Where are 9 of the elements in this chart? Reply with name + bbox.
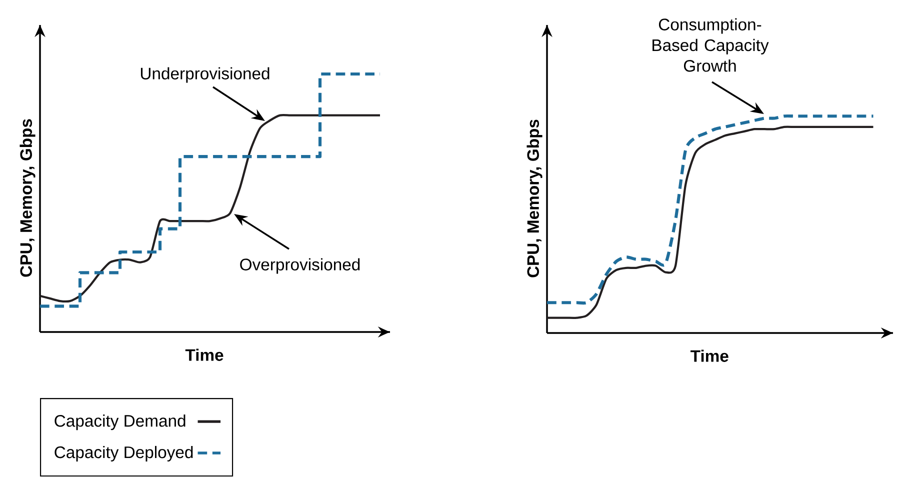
x-axis-title: Time [185, 348, 224, 361]
y-axis-title: CPU, Memory, Gbps [526, 120, 542, 278]
annotation: Underprovisioned [140, 67, 270, 83]
text: Consumption-Based Capacity Growth [652, 18, 769, 72]
annotation: Overprovisioned [240, 258, 360, 274]
legend-label: Capacity Deployed [54, 446, 193, 462]
legend-label: Capacity Demand [54, 414, 186, 430]
y-axis-title: CPU, Memory, Gbps [20, 119, 36, 277]
x-axis-title: Time [690, 350, 728, 362]
